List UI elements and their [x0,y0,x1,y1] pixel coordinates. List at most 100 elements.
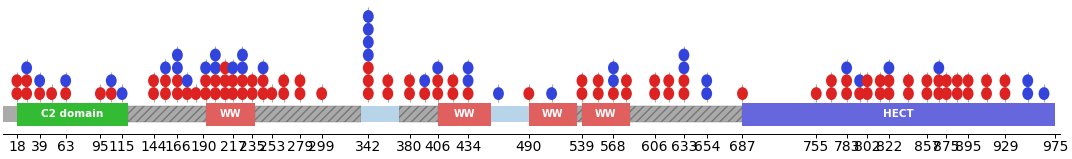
Ellipse shape [200,87,211,100]
Bar [528,103,577,126]
Bar [629,106,743,122]
Ellipse shape [172,74,183,87]
Ellipse shape [447,87,459,100]
Ellipse shape [404,87,415,100]
Text: WW: WW [453,109,475,119]
Ellipse shape [200,62,211,74]
Ellipse shape [21,87,32,100]
Ellipse shape [383,87,393,100]
Ellipse shape [810,87,821,100]
Ellipse shape [1039,87,1049,100]
Ellipse shape [106,87,117,100]
Ellipse shape [237,49,248,62]
Ellipse shape [160,74,170,87]
Ellipse shape [842,62,852,74]
Ellipse shape [247,74,257,87]
Ellipse shape [608,87,619,100]
Ellipse shape [981,87,992,100]
Ellipse shape [266,87,278,100]
Ellipse shape [432,62,443,74]
Ellipse shape [383,74,393,87]
Ellipse shape [117,87,128,100]
Ellipse shape [577,74,587,87]
Ellipse shape [827,87,837,100]
Bar [437,103,491,126]
Ellipse shape [172,49,183,62]
Ellipse shape [46,87,57,100]
Ellipse shape [363,10,374,23]
Ellipse shape [172,87,183,100]
Ellipse shape [875,74,885,87]
Ellipse shape [210,74,221,87]
Ellipse shape [842,87,852,100]
Ellipse shape [941,87,952,100]
Ellipse shape [608,74,619,87]
Ellipse shape [106,74,117,87]
Ellipse shape [934,74,944,87]
Ellipse shape [952,74,963,87]
Ellipse shape [883,87,894,100]
Ellipse shape [210,87,221,100]
Bar [399,106,437,122]
Ellipse shape [463,74,474,87]
Text: WW: WW [595,109,616,119]
Ellipse shape [148,87,159,100]
Ellipse shape [227,62,238,74]
Ellipse shape [738,87,748,100]
Ellipse shape [419,87,430,100]
Ellipse shape [903,74,913,87]
Bar [743,103,1055,126]
Ellipse shape [200,74,211,87]
Ellipse shape [664,74,674,87]
Ellipse shape [679,87,689,100]
Ellipse shape [650,74,660,87]
Ellipse shape [247,87,257,100]
Ellipse shape [432,74,443,87]
Ellipse shape [295,74,306,87]
Ellipse shape [952,87,963,100]
Ellipse shape [363,49,374,62]
Ellipse shape [60,87,71,100]
Ellipse shape [210,49,221,62]
Bar [0,106,1055,122]
Text: WW: WW [542,109,564,119]
Ellipse shape [237,87,248,100]
Ellipse shape [60,74,71,87]
Ellipse shape [363,62,374,74]
Ellipse shape [903,87,913,100]
Bar [128,106,206,122]
Ellipse shape [621,74,631,87]
Text: C2 domain: C2 domain [41,109,103,119]
Ellipse shape [257,74,268,87]
Ellipse shape [981,74,992,87]
Ellipse shape [12,74,23,87]
Ellipse shape [363,87,374,100]
Bar [206,103,255,126]
Ellipse shape [463,87,474,100]
Ellipse shape [432,87,443,100]
Ellipse shape [34,87,45,100]
Ellipse shape [883,74,894,87]
Ellipse shape [546,87,557,100]
Bar [255,106,360,122]
Ellipse shape [227,87,238,100]
Ellipse shape [191,87,202,100]
Ellipse shape [34,74,45,87]
Ellipse shape [523,87,534,100]
Ellipse shape [1023,74,1033,87]
Ellipse shape [220,62,230,74]
Ellipse shape [679,74,689,87]
Ellipse shape [679,62,689,74]
Ellipse shape [854,87,865,100]
Bar [491,106,528,122]
Ellipse shape [701,87,712,100]
Ellipse shape [182,74,193,87]
Ellipse shape [419,74,430,87]
Ellipse shape [316,87,327,100]
Ellipse shape [220,74,230,87]
Ellipse shape [21,62,32,74]
Ellipse shape [447,74,459,87]
Ellipse shape [842,74,852,87]
Ellipse shape [577,87,587,100]
Text: WW: WW [220,109,241,119]
